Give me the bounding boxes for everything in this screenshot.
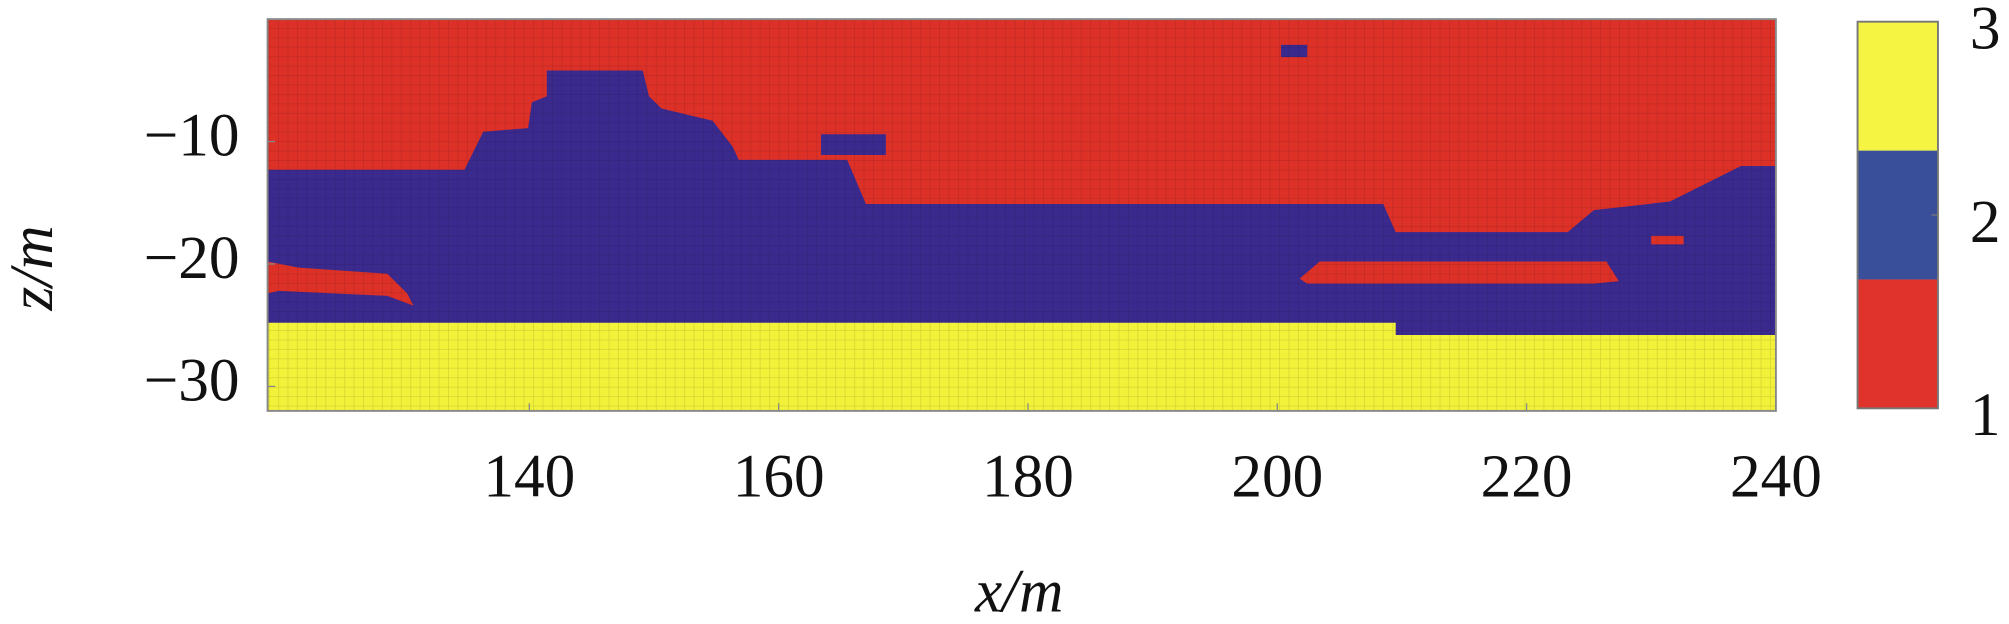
colorbar-tick-label: 1 [1970,381,2001,449]
colorbar-tick-label: 3 [1970,0,2001,63]
colorbar-segment [1857,150,1938,280]
x-tick-label: 140 [483,442,575,510]
x-tick-label: 220 [1481,442,1573,510]
colorbar-segment [1857,21,1938,151]
x-tick-label: 180 [982,442,1074,510]
colorbar-tick-label: 2 [1970,188,2001,256]
x-axis-label: x/m [974,557,1063,624]
y-tick-label: −30 [144,346,240,414]
colorbar-segment [1857,279,1938,409]
y-tick-label: −10 [144,102,240,170]
y-tick-label: −20 [144,224,240,292]
x-tick-label: 160 [733,442,825,510]
x-tick-label: 200 [1231,442,1323,510]
cell-grid [267,19,1776,411]
y-axis-label: z/m [0,225,66,311]
x-tick-label: 240 [1730,442,1822,510]
plot-border [266,18,1777,412]
